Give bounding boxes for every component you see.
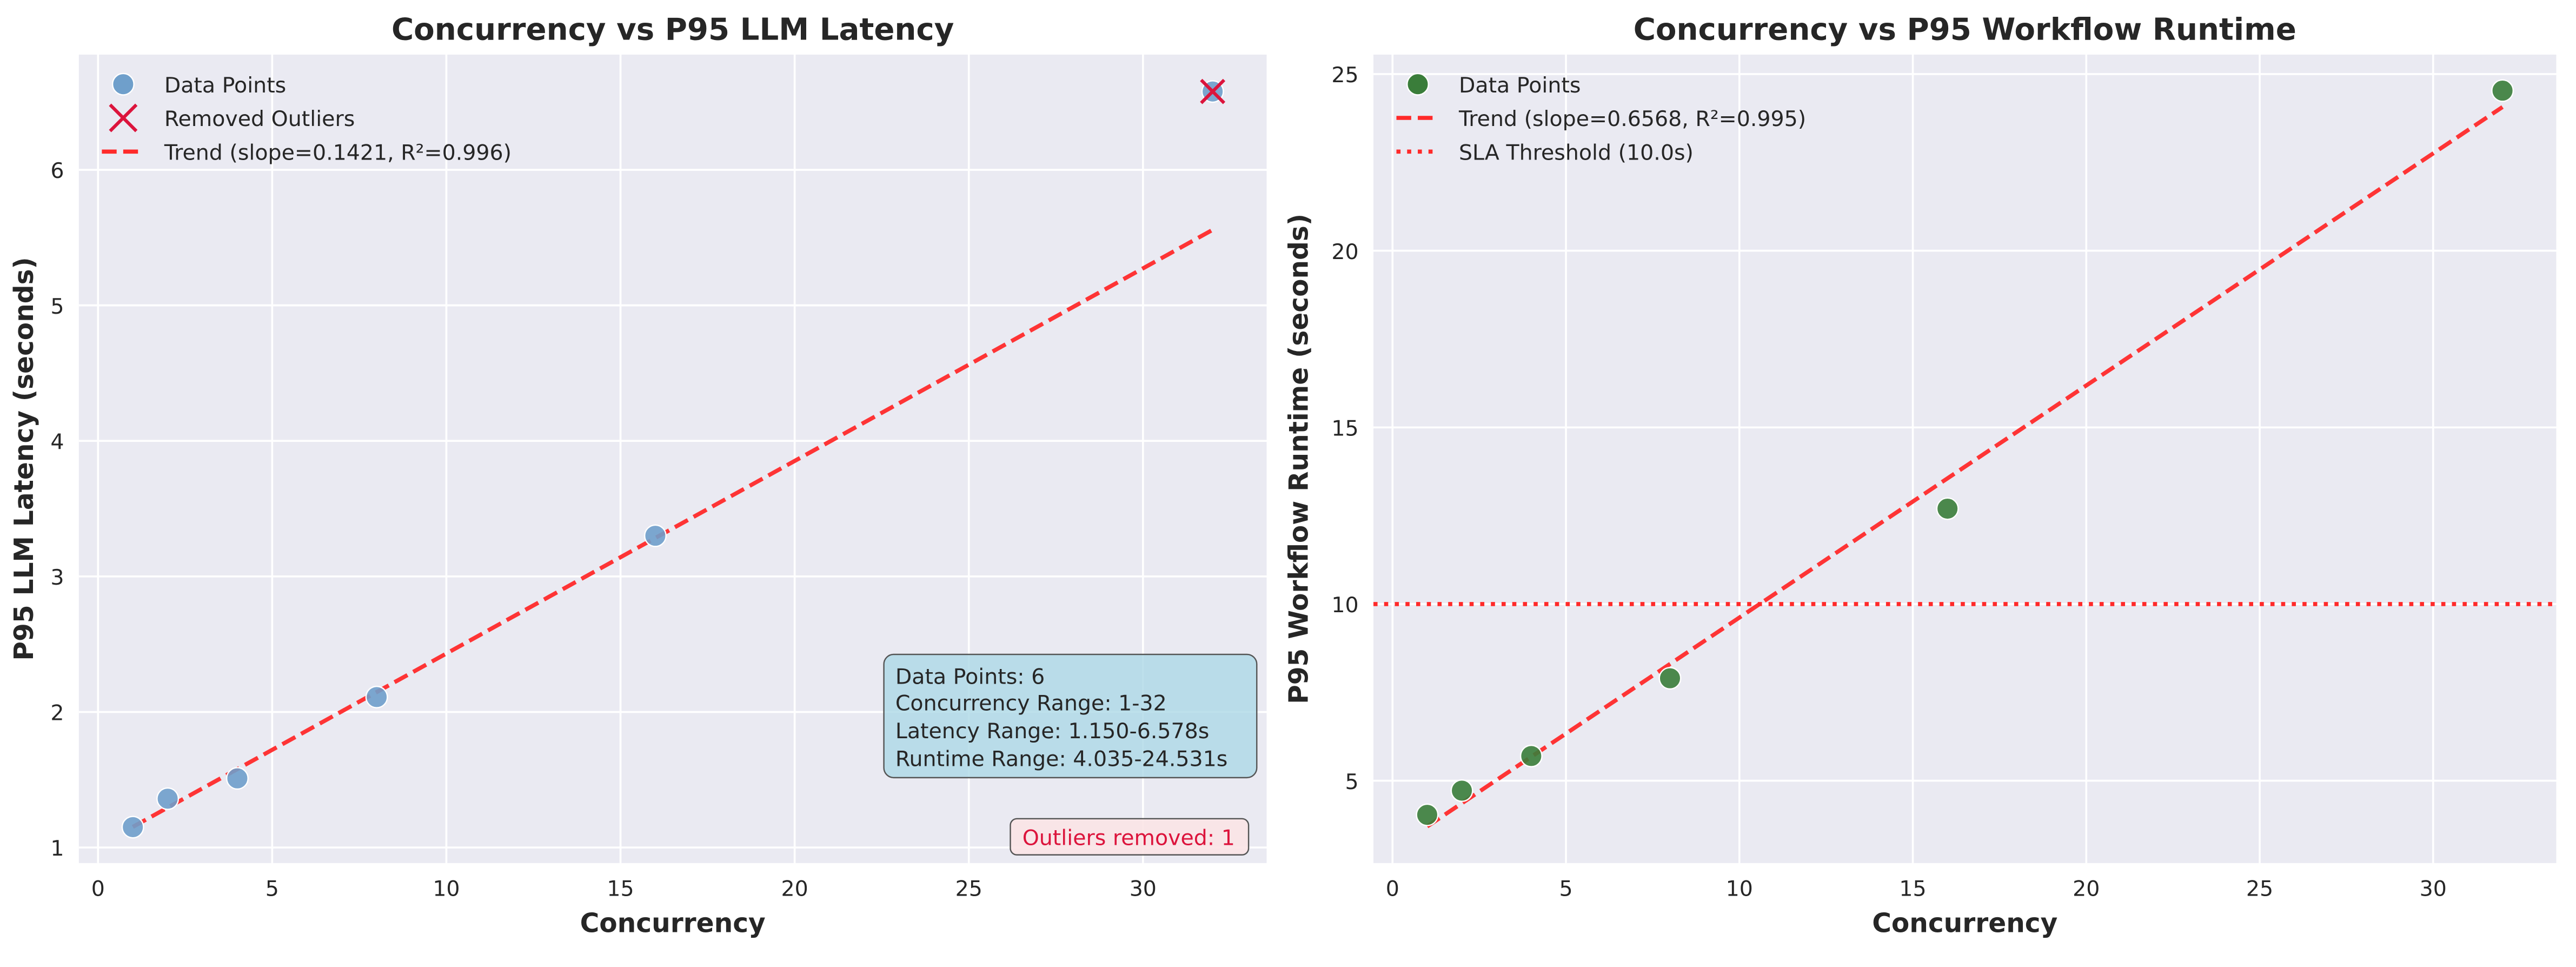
legend-label: Removed Outliers: [164, 107, 355, 131]
x-tick-label: 30: [1130, 877, 1157, 902]
data-point: [1936, 497, 1959, 520]
y-tick-label: 3: [50, 565, 64, 590]
x-tick-label: 25: [955, 877, 982, 902]
legend-label: Trend (slope=0.1421, R²=0.996): [164, 140, 512, 165]
x-tick-label: 10: [433, 877, 460, 902]
data-point: [2491, 79, 2514, 102]
data-point: [156, 787, 180, 810]
data-point: [643, 524, 667, 547]
chart-title: Concurrency vs P95 Workflow Runtime: [1634, 12, 2296, 48]
info-line: Data Points: 6: [895, 665, 1045, 690]
info-box-background: [883, 653, 1258, 779]
x-tick-label: 25: [2246, 877, 2273, 902]
data-point: [1519, 744, 1543, 767]
info-line: Runtime Range: 4.035-24.531s: [895, 747, 1227, 772]
legend-label: Data Points: [1459, 73, 1581, 98]
x-axis-label: Concurrency: [580, 908, 766, 938]
y-tick-label: 15: [1331, 416, 1358, 441]
y-tick-label: 10: [1331, 593, 1358, 618]
x-tick-label: 0: [91, 877, 105, 902]
y-tick-label: 4: [50, 429, 64, 454]
x-axis-label: Concurrency: [1872, 908, 2057, 938]
y-tick-label: 20: [1331, 240, 1358, 264]
outliers-removed-label: Outliers removed: 1: [1023, 825, 1235, 850]
outliers-removed-box: [1010, 818, 1250, 856]
legend-label: SLA Threshold (10.0s): [1459, 140, 1694, 165]
info-line: Concurrency Range: 1-32: [895, 691, 1167, 716]
info-box: Data Points: 6 Concurrency Range: 1-32 L…: [883, 653, 1258, 779]
chart-title: Concurrency vs P95 LLM Latency: [391, 12, 954, 48]
legend-marker-outliers: [109, 103, 138, 133]
x-tick-label: 30: [2420, 877, 2447, 902]
y-tick-label: 2: [50, 701, 64, 726]
data-point: [121, 816, 144, 839]
data-point: [1450, 779, 1473, 802]
x-tick-label: 0: [1386, 877, 1399, 902]
info-line: Latency Range: 1.150-6.578s: [895, 719, 1210, 744]
legend-marker-data-points: [111, 72, 135, 96]
y-axis-label: P95 Workflow Runtime (seconds): [1284, 214, 1314, 704]
data-point: [225, 767, 249, 790]
x-tick-label: 15: [1899, 877, 1926, 902]
legend-label: Data Points: [164, 73, 286, 98]
y-tick-label: 5: [50, 294, 64, 319]
y-tick-label: 1: [50, 836, 64, 861]
x-tick-label: 5: [1559, 877, 1572, 902]
data-point: [1658, 667, 1682, 690]
legend-marker-data-points: [1406, 72, 1429, 96]
y-tick-label: 6: [50, 158, 64, 183]
data-point: [365, 685, 388, 708]
latency-chart: 0 5 10 15 20 25 30 1 2 3 4 5 6 Concurrency vs P95 LLM…: [9, 12, 1267, 938]
x-tick-label: 20: [2073, 877, 2100, 902]
x-tick-label: 20: [781, 877, 808, 902]
y-tick-label: 5: [1345, 770, 1359, 794]
data-point: [1416, 803, 1439, 826]
legend-label: Trend (slope=0.6568, R²=0.995): [1458, 107, 1806, 131]
x-tick-label: 10: [1726, 877, 1753, 902]
runtime-chart: 0 5 10 15 20 25 30 5 10 15 20 25 Concurrency vs P95 …: [1284, 12, 2557, 938]
y-tick-label: 25: [1331, 63, 1358, 88]
x-tick-label: 15: [607, 877, 634, 902]
y-axis-label: P95 LLM Latency (seconds): [9, 257, 39, 660]
trend-line: [1426, 105, 2504, 829]
x-tick-label: 5: [265, 877, 279, 902]
outlier-x-marker: [1200, 78, 1226, 104]
trend-line: [131, 228, 1214, 829]
